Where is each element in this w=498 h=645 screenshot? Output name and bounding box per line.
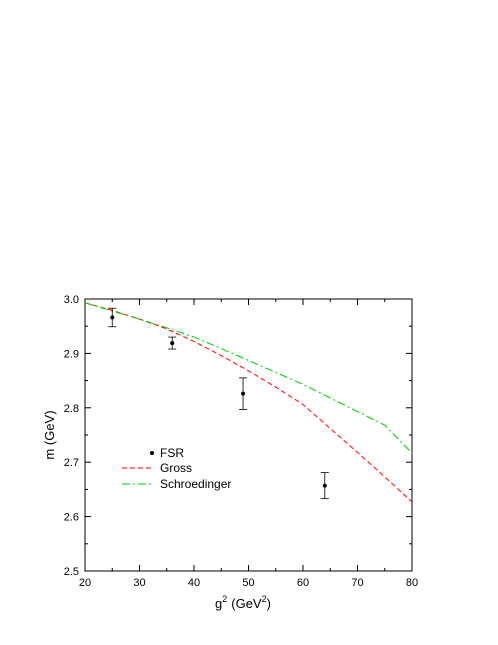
x-tick-label: 30 (133, 577, 145, 589)
series-line-schroedinger (84, 302, 413, 454)
y-axis-label: m (GeV) (42, 410, 57, 459)
legend-label-gross: Gross (160, 461, 192, 475)
series-points (108, 307, 329, 500)
y-tick-labels: 2.5 2.6 2.7 2.8 2.9 3.0 (64, 294, 79, 578)
legend-label-fsr: FSR (160, 446, 184, 460)
data-point-fsr (322, 483, 327, 488)
legend-marker-fsr (150, 451, 154, 455)
x-tick-label: 50 (242, 577, 254, 589)
x-tick-label: 70 (351, 577, 363, 589)
axis-ticks (84, 298, 413, 572)
data-point-fsr (170, 341, 175, 346)
series-lines (84, 302, 413, 503)
x-tick-label: 60 (297, 577, 309, 589)
series-line-gross (84, 302, 413, 503)
y-tick-label: 2.8 (64, 403, 79, 415)
y-tick-label: 2.7 (64, 457, 79, 469)
y-tick-label: 2.9 (64, 348, 79, 360)
x-tick-label: 80 (406, 577, 418, 589)
plot-frame (84, 298, 413, 572)
y-tick-label: 2.5 (64, 566, 79, 578)
y-tick-label: 3.0 (64, 294, 79, 306)
x-tick-label: 20 (79, 577, 91, 589)
data-point-fsr (241, 391, 246, 396)
legend-label-schroedinger: Schroedinger (160, 477, 231, 491)
x-tick-labels: 20 30 40 50 60 70 80 (79, 577, 418, 589)
x-tick-label: 40 (188, 577, 200, 589)
x-axis-label: g2 (GeV2) (215, 594, 271, 611)
y-tick-label: 2.6 (64, 512, 79, 524)
legend: FSR Gross Schroedinger (122, 446, 231, 491)
data-point-fsr (110, 315, 115, 320)
